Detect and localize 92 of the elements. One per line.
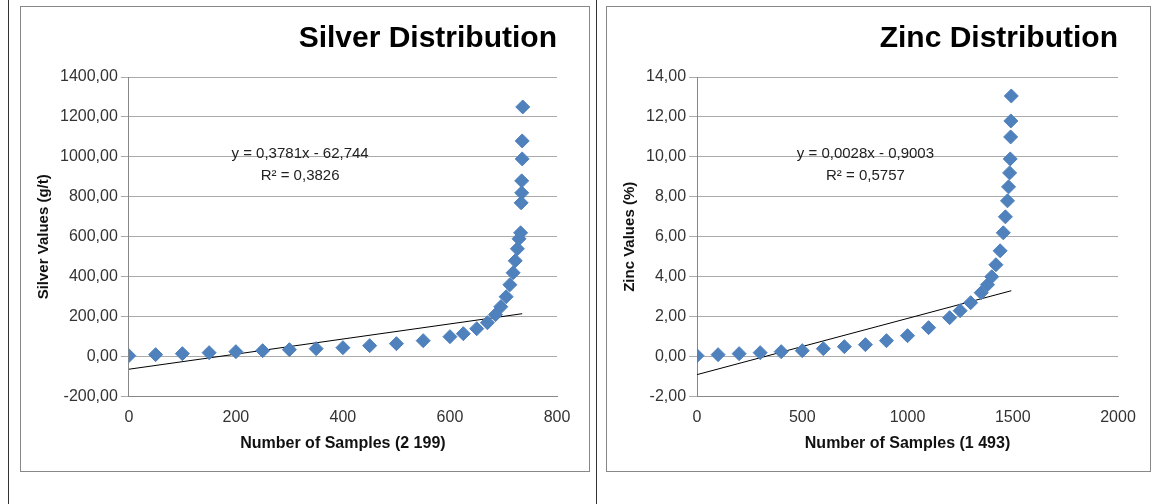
x-tick-label: 1500 — [994, 407, 1031, 425]
point — [836, 339, 852, 355]
annotation: y = 0,3781x - 62,744 — [231, 143, 369, 161]
point — [988, 257, 1004, 273]
point — [455, 326, 471, 342]
y-tick-label: 0,00 — [654, 347, 687, 365]
y-tick-label: 0,00 — [86, 347, 118, 365]
x-tick-label: 600 — [436, 407, 464, 425]
x-tick-label: 0 — [692, 407, 702, 425]
point — [362, 338, 378, 354]
point — [281, 342, 297, 358]
y-tick-label: 1000,00 — [59, 147, 118, 165]
point — [997, 209, 1013, 225]
x-tick-label: 0 — [124, 407, 134, 425]
point — [415, 333, 431, 349]
point — [1003, 113, 1019, 129]
point — [201, 345, 217, 361]
y-tick-label: 14,00 — [645, 67, 687, 85]
point — [1001, 179, 1017, 195]
point — [308, 341, 324, 357]
point — [498, 289, 514, 305]
point — [984, 269, 1000, 285]
x-axis-title: Number of Samples (2 199) — [240, 433, 446, 451]
y-tick-label: 1200,00 — [59, 107, 118, 125]
point — [487, 307, 503, 323]
point — [900, 328, 916, 344]
annotation: R² = 0,3826 — [260, 165, 340, 183]
x-tick-label: 1000 — [889, 407, 926, 425]
y-tick-label: 4,00 — [654, 267, 687, 285]
point — [515, 99, 531, 115]
chart-title: Zinc Distribution — [879, 20, 1118, 54]
point — [148, 347, 164, 363]
x-tick-label: 800 — [543, 407, 571, 425]
point — [815, 341, 831, 357]
y-tick-label: 800,00 — [68, 187, 118, 205]
point — [469, 321, 485, 337]
y-tick-label: 8,00 — [654, 187, 687, 205]
y-tick-label: 6,00 — [654, 227, 687, 245]
point — [514, 173, 530, 189]
point — [1003, 129, 1019, 145]
point — [388, 336, 404, 352]
point — [973, 285, 989, 301]
point — [1002, 151, 1018, 167]
point — [952, 303, 968, 319]
point — [514, 185, 530, 201]
y-tick-label: 12,00 — [645, 107, 687, 125]
x-axis-title: Number of Samples (1 493) — [804, 433, 1011, 451]
x-tick-label: 200 — [222, 407, 250, 425]
point — [479, 315, 495, 331]
y-tick-label: 2,00 — [654, 307, 687, 325]
point — [507, 253, 523, 269]
y-axis-title: Zinc Values (%) — [620, 181, 638, 292]
x-tick-label: 500 — [788, 407, 816, 425]
annotation: R² = 0,5757 — [826, 165, 905, 183]
point — [502, 277, 518, 293]
point — [773, 344, 789, 360]
point — [493, 299, 509, 315]
point — [942, 310, 958, 326]
chart-title: Silver Distribution — [298, 20, 557, 54]
point — [995, 225, 1011, 241]
point — [1002, 165, 1018, 181]
y-tick-label: 10,00 — [645, 147, 687, 165]
y-tick-label: 600,00 — [68, 227, 118, 245]
point — [335, 340, 351, 356]
x-tick-label: 2000 — [1100, 407, 1136, 425]
point — [1000, 193, 1015, 209]
point — [963, 295, 979, 311]
annotation: y = 0,0028x - 0,9003 — [796, 143, 935, 161]
point — [710, 347, 726, 363]
point — [442, 329, 458, 345]
point — [731, 346, 747, 362]
point — [514, 151, 530, 167]
y-tick-label: 1400,00 — [59, 67, 118, 85]
point — [992, 243, 1008, 259]
point — [752, 345, 768, 361]
point — [174, 346, 190, 362]
y-tick-label: -200,00 — [63, 387, 118, 405]
point — [255, 343, 271, 359]
point — [509, 241, 525, 257]
x-tick-label: 400 — [329, 407, 357, 425]
y-axis-title: Silver Values (g/t) — [34, 174, 52, 300]
point — [878, 333, 894, 349]
point — [228, 344, 244, 360]
point — [921, 320, 937, 336]
point — [794, 343, 810, 359]
point — [1003, 88, 1019, 104]
y-tick-label: -2,00 — [649, 387, 687, 405]
y-tick-label: 400,00 — [68, 267, 118, 285]
y-tick-label: 200,00 — [68, 307, 118, 325]
point — [505, 265, 521, 281]
point — [857, 337, 873, 353]
point — [514, 133, 530, 149]
